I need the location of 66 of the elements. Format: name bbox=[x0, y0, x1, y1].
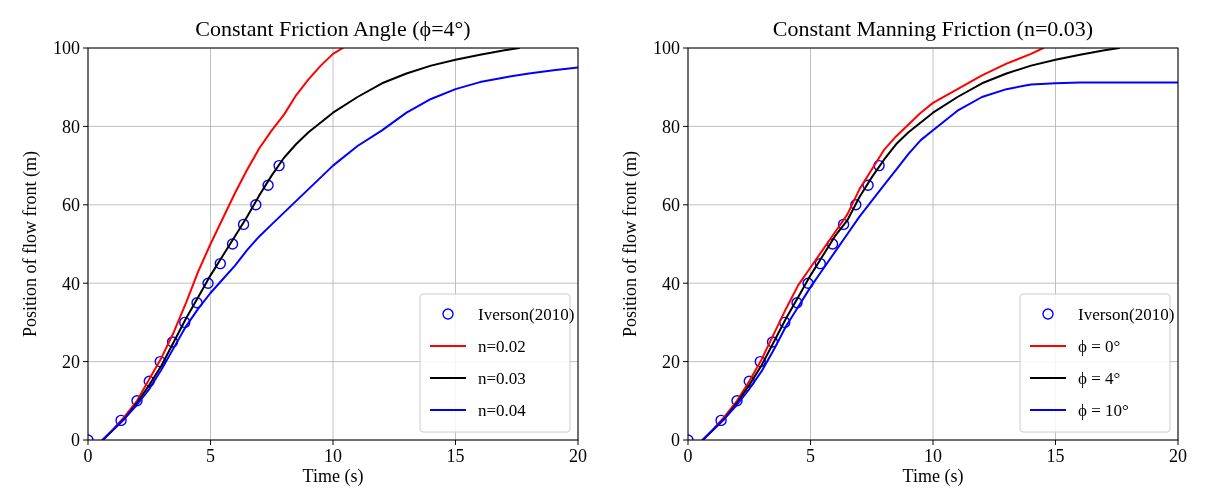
point bbox=[850, 199, 862, 211]
point bbox=[214, 257, 226, 270]
y-tick-label: 0 bbox=[71, 430, 80, 451]
x-tick-label: 0 bbox=[683, 446, 693, 466]
legend-label: n=0.04 bbox=[478, 400, 527, 420]
point bbox=[273, 159, 285, 172]
y-tick-label: 80 bbox=[62, 116, 80, 137]
y-tick-label: 0 bbox=[671, 430, 680, 451]
chart-title: Constant Manning Friction (n=0.03) bbox=[772, 16, 1094, 41]
point bbox=[731, 395, 743, 407]
legend-label: n=0.03 bbox=[478, 368, 526, 388]
point bbox=[166, 336, 179, 348]
point bbox=[837, 218, 850, 231]
y-axis-title: Position of flow front (m) bbox=[620, 151, 641, 337]
legend-label: ϕ = 10° bbox=[1078, 400, 1129, 420]
point bbox=[202, 277, 214, 289]
chart-title: Constant Friction Angle (ϕ=4°) bbox=[195, 16, 471, 41]
legend-label: ϕ = 4° bbox=[1078, 368, 1121, 388]
point bbox=[802, 277, 814, 289]
legend-label: Iverson(2010) bbox=[1078, 304, 1175, 324]
x-tick-label: 20 bbox=[569, 446, 587, 466]
x-tick-label: 10 bbox=[924, 446, 942, 466]
point bbox=[154, 355, 166, 368]
point bbox=[237, 218, 250, 231]
y-tick-label: 20 bbox=[62, 351, 80, 372]
y-tick-label: 100 bbox=[653, 38, 680, 59]
y-tick-label: 40 bbox=[662, 273, 680, 294]
point bbox=[791, 297, 803, 309]
point bbox=[743, 375, 755, 387]
y-tick-label: 80 bbox=[662, 116, 680, 137]
point bbox=[191, 297, 203, 309]
x-axis-title: Time (s) bbox=[902, 466, 964, 487]
x-tick-label: 15 bbox=[446, 446, 465, 466]
x-tick-label: 15 bbox=[1046, 446, 1065, 466]
x-tick-label: 10 bbox=[324, 446, 342, 466]
y-tick-label: 60 bbox=[62, 195, 80, 216]
point bbox=[250, 199, 262, 211]
point bbox=[226, 238, 239, 250]
point bbox=[754, 355, 766, 368]
x-tick-label: 20 bbox=[1169, 446, 1187, 466]
point bbox=[814, 257, 826, 270]
y-tick-label: 60 bbox=[662, 195, 680, 216]
point bbox=[262, 179, 274, 191]
x-tick-label: 5 bbox=[806, 446, 815, 466]
line-series bbox=[701, 81, 1178, 440]
point bbox=[131, 395, 143, 407]
legend-label: n=0.02 bbox=[478, 336, 526, 356]
point bbox=[873, 159, 885, 172]
line-series bbox=[101, 66, 578, 440]
point bbox=[715, 414, 727, 427]
y-tick-label: 40 bbox=[62, 273, 80, 294]
y-tick-label: 20 bbox=[662, 351, 680, 372]
x-axis-title: Time (s) bbox=[302, 466, 364, 487]
y-tick-label: 100 bbox=[53, 38, 80, 59]
point bbox=[115, 414, 127, 427]
point bbox=[826, 238, 839, 250]
legend-label: Iverson(2010) bbox=[478, 304, 575, 324]
point bbox=[179, 316, 191, 329]
point bbox=[779, 316, 791, 329]
x-tick-label: 5 bbox=[206, 446, 215, 466]
point bbox=[143, 375, 155, 387]
point bbox=[862, 179, 874, 191]
y-axis-title: Position of flow front (m) bbox=[20, 151, 41, 337]
legend-label: ϕ = 0° bbox=[1078, 336, 1121, 356]
x-tick-label: 0 bbox=[83, 446, 93, 466]
point bbox=[766, 336, 779, 348]
